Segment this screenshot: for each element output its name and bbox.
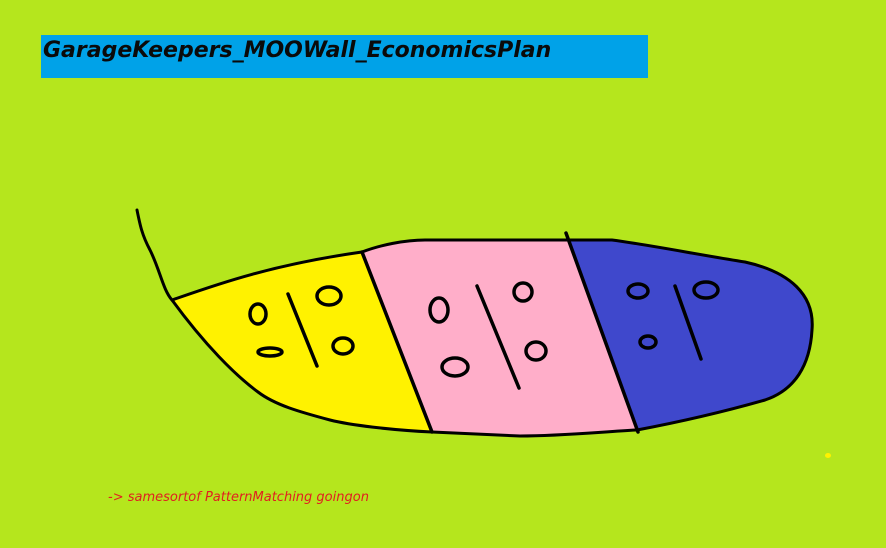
- blue-circle-top-right: [692, 280, 720, 300]
- stray-yellow-dot: [825, 453, 831, 458]
- pink-circle-top-left: [428, 296, 450, 324]
- blue-percent-symbol: [626, 280, 720, 361]
- divider-line-2: [564, 231, 640, 434]
- title-bar: GarageKeepers_MOOWall_EconomicsPlan: [41, 35, 648, 78]
- divider-line-1: [360, 250, 434, 434]
- yellow-segment: [172, 252, 432, 432]
- pink-slash: [475, 284, 521, 390]
- blue-slash: [673, 284, 703, 361]
- yellow-circle-top-right: [315, 285, 343, 307]
- yellow-circle-bottom-left: [256, 346, 284, 358]
- yellow-circle-top-left: [248, 302, 268, 326]
- tail-stroke: [135, 208, 174, 302]
- blob-outline: [170, 238, 814, 438]
- blue-circle-top-left: [626, 282, 650, 300]
- title-text: GarageKeepers_MOOWall_EconomicsPlan: [43, 38, 552, 63]
- yellow-percent-symbol: [248, 285, 355, 368]
- pink-circle-bottom-left: [440, 356, 470, 378]
- blue-circle-bottom-left: [638, 334, 658, 350]
- pink-circle-top-right: [512, 281, 534, 303]
- pink-circle-bottom-right: [524, 340, 548, 362]
- pink-percent-symbol: [428, 281, 548, 390]
- yellow-circle-bottom-right: [331, 336, 355, 356]
- yellow-slash: [286, 292, 319, 368]
- note-text: -> samesortof PatternMatching goingon: [108, 490, 369, 505]
